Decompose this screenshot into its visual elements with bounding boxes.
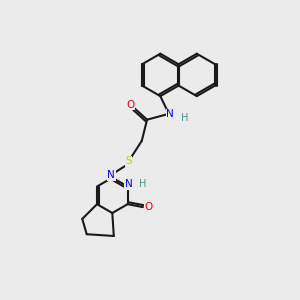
Text: N: N xyxy=(107,170,115,180)
Text: N: N xyxy=(125,179,133,189)
Text: O: O xyxy=(126,100,134,110)
Text: S: S xyxy=(125,157,132,166)
Text: H: H xyxy=(181,113,188,123)
Text: O: O xyxy=(144,202,152,212)
Text: N: N xyxy=(167,110,174,119)
Text: H: H xyxy=(139,178,146,189)
